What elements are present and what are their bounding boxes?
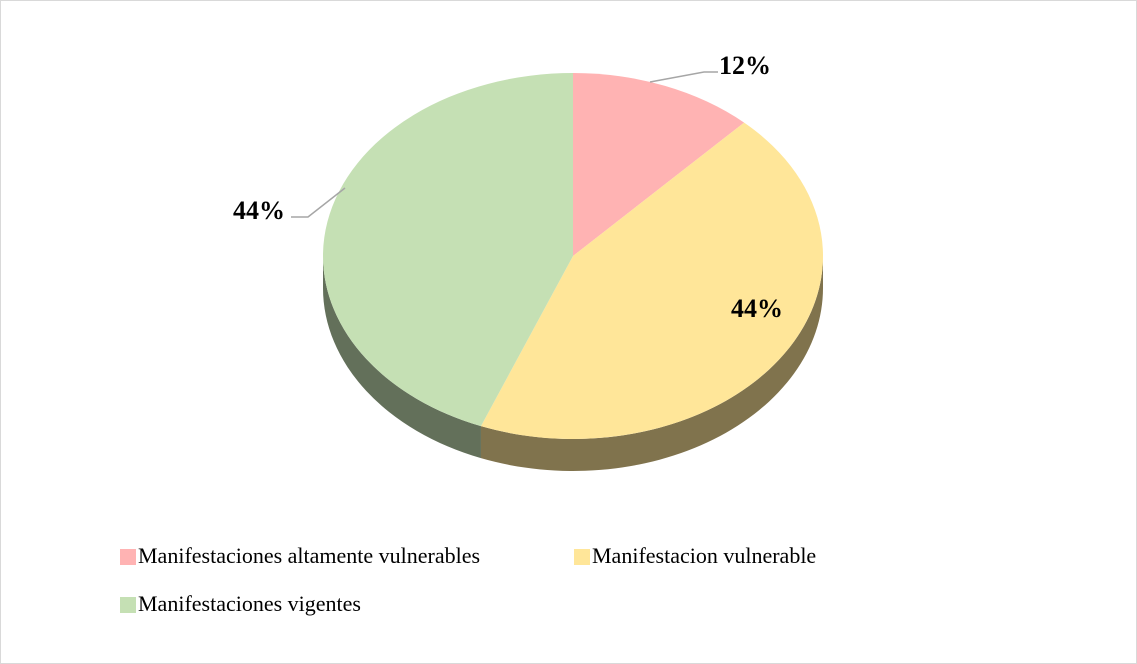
pie-slice [480,122,824,440]
data-label: 44% [731,294,783,323]
data-label: 12% [719,51,771,80]
legend-swatch [120,597,136,613]
legend-label: Manifestaciones vigentes [138,591,361,616]
legend-label: Manifestaciones altamente vulnerables [138,543,480,568]
legend-swatch [120,549,136,565]
pie-side [480,256,823,472]
leader-line [649,71,718,83]
legend-swatch [574,549,590,565]
leader-line [291,187,346,218]
pie-slice [573,73,745,256]
data-label: 44% [233,196,285,225]
pie-side [323,256,481,459]
legend-label: Manifestacion vulnerable [592,543,816,568]
pie-slice [322,73,573,427]
